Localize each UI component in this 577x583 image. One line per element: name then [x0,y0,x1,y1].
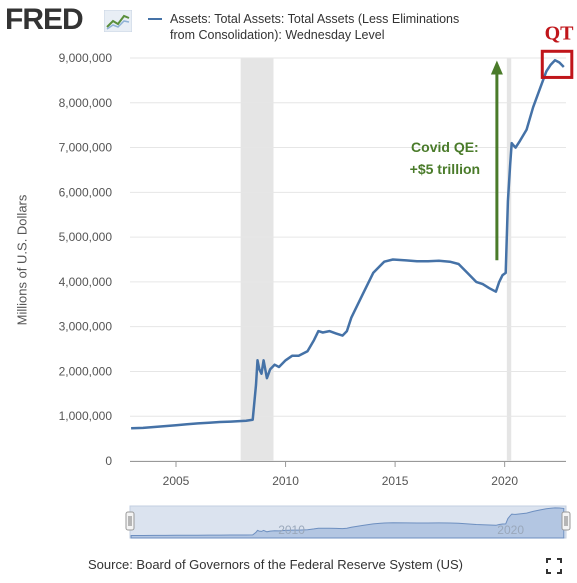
chart-line-icon [104,10,132,32]
range-navigator: 2010 2020 [125,505,571,539]
source-text[interactable]: Source: Board of Governors of the Federa… [88,557,463,572]
grid-lines [130,57,566,462]
fullscreen-icon[interactable] [546,558,562,574]
navigator-label: 2020 [497,523,524,537]
y-tick-label: 2,000,000 [59,364,113,378]
series-line-0 [131,58,565,430]
y-tick-label: 7,000,000 [59,141,113,155]
x-tick-label: 2020 [491,474,518,488]
recession-band-1 [506,58,512,461]
y-tick-labels: 0 1,000,000 2,000,000 3,000,000 4,000,000 5,0… [59,51,113,468]
qe-annotation-line1: Covid QE: [411,139,479,155]
recession-bands [240,58,512,461]
x-tick-label: 2015 [382,474,409,488]
navigator-area [130,507,565,539]
series-layer [131,58,565,430]
y-tick-label: 6,000,000 [59,185,113,199]
navigator-label: 2010 [278,523,305,537]
x-tick-label: 2010 [272,474,299,488]
x-axis [130,461,566,467]
y-tick-label: 8,000,000 [59,96,113,110]
navigator-right-handle[interactable] [561,511,571,531]
annotations: Covid QE: +$5 trillion QT [410,22,575,261]
qt-box [540,49,574,79]
chart-header: FRED Assets: Total Assets: Total Assets … [0,0,577,64]
x-tick-label: 2005 [163,474,190,488]
qe-annotation-line2: +$5 trillion [410,161,480,177]
y-tick-label: 9,000,000 [59,51,113,65]
y-tick-label: 5,000,000 [59,230,113,244]
y-tick-label: 1,000,000 [59,409,113,423]
qt-label: QT [545,22,575,44]
y-tick-label: 0 [105,454,112,468]
recession-band-0 [240,58,274,461]
navigator-left-handle[interactable] [125,511,135,531]
legend-label[interactable]: Assets: Total Assets: Total Assets (Less… [170,12,460,42]
legend-swatch [148,18,162,20]
fred-logo[interactable]: FRED [5,3,84,36]
y-tick-label: 3,000,000 [59,320,113,334]
qe-arrow-head [490,60,503,75]
x-tick-labels: 2005 2010 2015 2020 [163,474,519,488]
y-tick-label: 4,000,000 [59,275,113,289]
